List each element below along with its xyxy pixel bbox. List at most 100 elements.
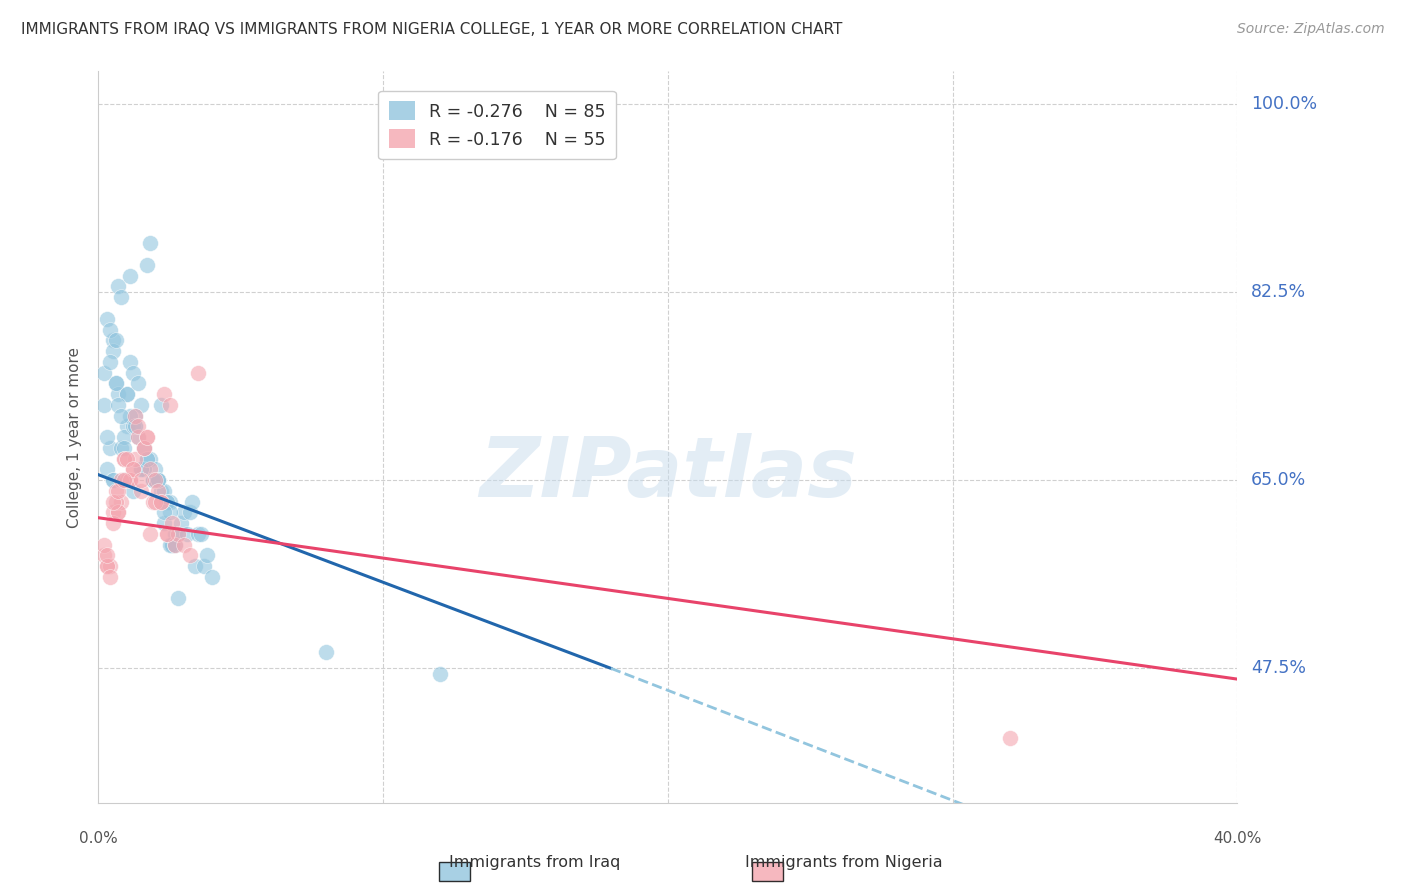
Point [145,473,167,487]
Point [96,430,118,444]
Point [138,236,160,251]
Point [150,483,173,498]
Point [110,441,132,455]
Point [153,387,176,401]
Point [135,258,157,272]
Point [162,538,184,552]
Point [176,527,198,541]
Point [156,527,179,541]
Point [135,451,157,466]
Point [156,494,179,508]
Point [121,366,143,380]
Point [148,473,170,487]
Point [93,549,115,563]
Point [138,462,160,476]
Point [129,473,152,487]
Point [104,483,127,498]
Point [135,430,157,444]
Point [107,387,129,401]
Point [127,376,149,391]
Text: 82.5%: 82.5% [1251,283,1306,301]
Point [115,451,138,466]
Point [201,570,224,584]
Point [107,505,129,519]
Point [165,538,187,552]
Point [101,516,124,530]
Point [132,441,155,455]
Point [98,570,121,584]
Y-axis label: College, 1 year or more: College, 1 year or more [67,347,83,527]
Point [141,473,163,487]
Point [156,494,179,508]
Point [104,376,127,391]
Point [135,430,157,444]
Text: 100.0%: 100.0% [1251,95,1317,112]
Point [315,645,337,659]
Point [141,473,163,487]
Point [112,430,135,444]
Point [104,494,127,508]
Point [153,505,176,519]
Point [93,538,115,552]
Point [112,473,135,487]
Point [110,409,132,423]
Point [118,473,141,487]
Point [121,419,143,434]
Text: 47.5%: 47.5% [1251,659,1306,677]
Point [156,527,179,541]
Point [96,559,118,574]
Point [179,549,201,563]
Text: ZIPatlas: ZIPatlas [479,434,856,514]
Point [179,505,201,519]
Point [96,559,118,574]
Point [127,430,149,444]
Text: Immigrants from Iraq: Immigrants from Iraq [449,855,620,870]
Point [132,441,155,455]
Point [132,462,155,476]
Point [173,538,195,552]
Text: 40.0%: 40.0% [1213,830,1261,846]
Point [121,462,143,476]
Point [195,549,218,563]
Point [124,451,146,466]
Point [145,473,167,487]
Legend: R = -0.276    N = 85, R = -0.176    N = 55: R = -0.276 N = 85, R = -0.176 N = 55 [378,91,616,159]
Point [141,494,163,508]
Point [190,527,212,541]
Point [101,505,124,519]
Point [118,268,141,283]
Point [118,473,141,487]
Point [162,538,184,552]
Point [98,441,121,455]
Point [93,366,115,380]
Point [124,409,146,423]
Point [187,366,209,380]
Point [150,398,173,412]
Point [167,591,190,606]
Point [124,419,146,434]
Point [153,483,176,498]
Point [118,355,141,369]
Point [101,473,124,487]
Point [167,527,190,541]
Point [159,505,181,519]
Point [150,494,173,508]
Point [112,473,135,487]
Point [127,419,149,434]
Point [159,398,181,412]
Point [141,473,163,487]
Point [121,462,143,476]
Point [148,473,170,487]
Point [193,559,215,574]
Point [148,483,170,498]
Point [98,559,121,574]
Point [112,451,135,466]
Point [129,462,152,476]
Point [107,279,129,293]
Point [429,666,451,681]
Point [112,441,135,455]
Point [145,462,167,476]
Point [112,451,135,466]
Point [148,473,170,487]
Point [110,290,132,304]
